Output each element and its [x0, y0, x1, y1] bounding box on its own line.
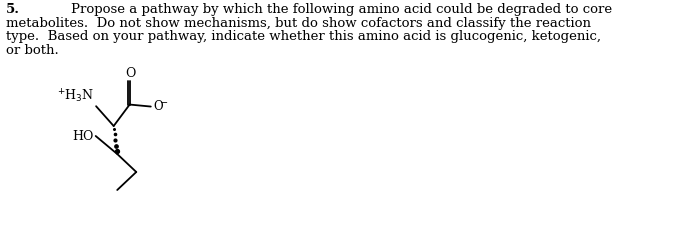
Text: $^{+}$H$_3$N: $^{+}$H$_3$N: [57, 88, 95, 105]
Text: O: O: [125, 67, 136, 80]
Text: Propose a pathway by which the following amino acid could be degraded to core: Propose a pathway by which the following…: [71, 3, 612, 16]
Text: HO: HO: [73, 130, 94, 143]
Text: O: O: [154, 100, 163, 113]
Text: −: −: [160, 99, 168, 108]
Text: or both.: or both.: [6, 43, 59, 57]
Text: type.  Based on your pathway, indicate whether this amino acid is glucogenic, ke: type. Based on your pathway, indicate wh…: [6, 30, 601, 43]
Text: 5.: 5.: [6, 3, 20, 16]
Text: metabolites.  Do not show mechanisms, but do show cofactors and classify the rea: metabolites. Do not show mechanisms, but…: [6, 16, 591, 30]
